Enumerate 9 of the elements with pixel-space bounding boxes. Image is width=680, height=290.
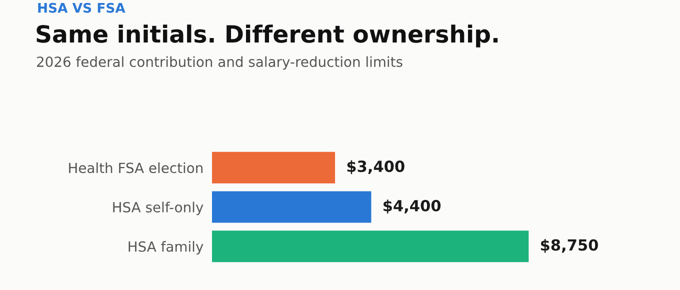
chart-subtitle: 2026 federal contribution and salary-reduction limits bbox=[37, 56, 402, 70]
data-label: $4,400 bbox=[384, 200, 441, 214]
text: HSA VS FSA bbox=[38, 2, 126, 13]
y-tick-label: Health FSA election bbox=[69, 162, 202, 174]
data-label: $3,400 bbox=[347, 160, 404, 174]
data-label: $8,750 bbox=[540, 238, 598, 253]
chart-title: Same initials. Different ownership. bbox=[36, 24, 498, 48]
y-tick-label: HSA family bbox=[128, 241, 204, 254]
y-tick-label: HSA self-only bbox=[113, 202, 204, 216]
